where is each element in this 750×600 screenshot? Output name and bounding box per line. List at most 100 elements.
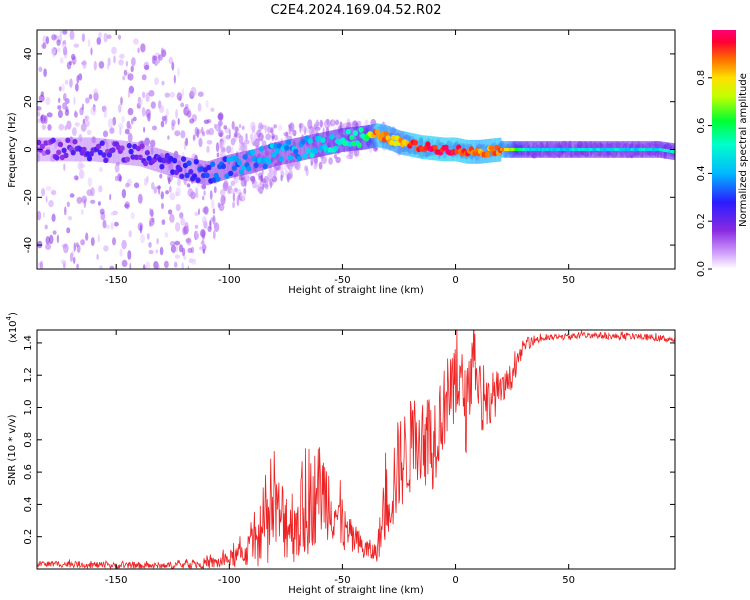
spectrogram-noise-cell (98, 32, 102, 39)
spectrogram-noise-cell (99, 208, 105, 215)
spectrogram-ridge-cell (101, 152, 107, 158)
spectrogram-noise-cell (251, 130, 254, 140)
snr-y-tick-label: 0.6 (23, 464, 34, 480)
spectrogram-noise-cell (238, 124, 242, 128)
spectrogram-ridge-cell (345, 128, 351, 135)
spectrogram-noise-cell (280, 174, 283, 182)
spectrogram-noise-cell (109, 193, 112, 201)
spectrogram-noise-cell (182, 226, 187, 236)
spectrogram-noise-cell (42, 212, 46, 218)
spectrogram-noise-cell (158, 185, 161, 195)
spectrogram-band-cell (331, 130, 334, 155)
spectrogram-noise-cell (86, 129, 92, 136)
spectrogram-ridge-cell (309, 152, 315, 158)
spectrogram-noise-cell (141, 107, 146, 117)
spectrogram-band-cell (134, 141, 137, 166)
spectrogram-noise-cell (41, 188, 46, 197)
spectrogram-noise-cell (232, 201, 236, 209)
spectrogram-band-cell (300, 136, 302, 161)
spectrogram-noise-cell (53, 34, 58, 40)
spectrogram-noise-cell (73, 96, 76, 105)
spectrogram-ridge-cell (443, 144, 449, 151)
spectrogram-noise-cell (292, 129, 297, 137)
spectrogram-noise-cell (119, 127, 122, 136)
spectrogram-band-cell (216, 158, 218, 183)
spectrogram-ridge-cell (302, 153, 308, 159)
spectrogram-ridge-cell (349, 134, 355, 141)
spectrogram-noise-cell (124, 201, 130, 210)
spectrogram-noise-cell (187, 247, 193, 254)
snr-x-tick-label: -50 (334, 575, 350, 586)
spectrogram-band-cell (214, 158, 217, 183)
spectrogram-ridge-cell (170, 169, 176, 175)
spectrogram-noise-cell (151, 55, 156, 65)
spectrogram-noise-cell (213, 186, 217, 194)
spectrogram-noise-cell (238, 147, 241, 152)
spectrogram-band-cell (303, 136, 305, 161)
spectrogram-noise-cell (212, 230, 216, 240)
spectrogram-band-cell (136, 142, 138, 166)
spectrogram-noise-cell (120, 96, 123, 106)
spectrogram-noise-cell (64, 79, 69, 85)
spectrogram-band-cell (213, 159, 215, 184)
spectrogram-ridge-cell (179, 173, 185, 180)
spectrogram-band-cell (202, 160, 205, 185)
spectrogram-band-cell (438, 137, 441, 161)
spectrogram-noise-cell (103, 109, 108, 118)
spectrogram-band-cell (394, 128, 396, 153)
spectrogram-ridge-cell (266, 159, 272, 165)
spectrogram-noise-cell (170, 244, 177, 253)
spectrogram-noise-cell (199, 246, 205, 251)
spectrogram-band-cell (451, 137, 453, 162)
spectrogram-band-cell (54, 137, 57, 162)
spectrogram-ridge-cell (95, 143, 102, 150)
spectrogram-noise-cell (121, 239, 127, 250)
spectrogram-ridge-cell (224, 173, 230, 179)
spectrogram-noise-cell (283, 132, 289, 137)
spectrogram-noise-cell (210, 199, 215, 209)
spectrogram-noise-cell (265, 185, 269, 190)
spectrogram-noise-cell (69, 252, 74, 262)
spectrogram-ridge-cell (246, 166, 252, 172)
spectrogram-noise-cell (97, 201, 101, 206)
spectrogram-noise-cell (265, 133, 272, 141)
spectrogram-noise-cell (114, 221, 119, 227)
spectrogram-noise-cell (273, 175, 277, 181)
spectrogram-noise-cell (150, 101, 156, 109)
spectrogram-noise-cell (263, 175, 269, 185)
spectrogram-noise-cell (231, 120, 235, 130)
spectrogram-ridge-cell (671, 150, 675, 154)
spectrogram-noise-cell (131, 57, 136, 67)
spectrogram-ridge-cell (206, 164, 212, 171)
spectrogram-noise-cell (218, 140, 224, 149)
spectrogram-noise-cell (80, 123, 87, 132)
spectrogram-band-cell (208, 161, 210, 185)
spectrogram-noise-cell (117, 173, 122, 182)
spectrogram-noise-cell (113, 55, 116, 64)
spectrogram-band-cell (228, 154, 230, 179)
spectrogram-ridge-cell (173, 169, 179, 176)
spectrogram-noise-cell (175, 187, 181, 197)
spectrogram-band-cell (308, 135, 310, 160)
spectrogram-x-tick-label: 0 (452, 275, 458, 286)
snr-y-tick-label: 0.2 (23, 529, 34, 545)
spectrogram-noise-cell (191, 258, 197, 265)
spectrogram-noise-cell (127, 73, 134, 81)
spectrogram-ridge-cell (233, 155, 239, 162)
spectrogram-ridge-cell (210, 161, 216, 167)
snr-panel: -150 -100 -50 0 50 0.2 0.4 0.6 0.8 1.0 1.2 1.4 Heig… (5, 312, 676, 596)
spectrogram-noise-cell (141, 74, 147, 81)
spectrogram-band-cell (58, 137, 61, 162)
spectrogram-noise-cell (159, 246, 164, 256)
spectrogram-noise-cell (106, 63, 110, 70)
spectrogram-noise-cell (41, 124, 47, 130)
spectrogram-band-cell (243, 151, 245, 176)
spectrogram-ridge-cell (249, 149, 255, 155)
spectrogram-band-cell (49, 137, 51, 162)
spectrogram-ridge-cell (124, 156, 131, 163)
spectrogram-noise-cell (160, 120, 165, 128)
spectrogram-noise-cell (37, 118, 42, 124)
spectrogram-band-cell (43, 137, 46, 162)
spectrogram-noise-cell (287, 123, 293, 129)
spectrogram-band-cell (220, 157, 222, 181)
